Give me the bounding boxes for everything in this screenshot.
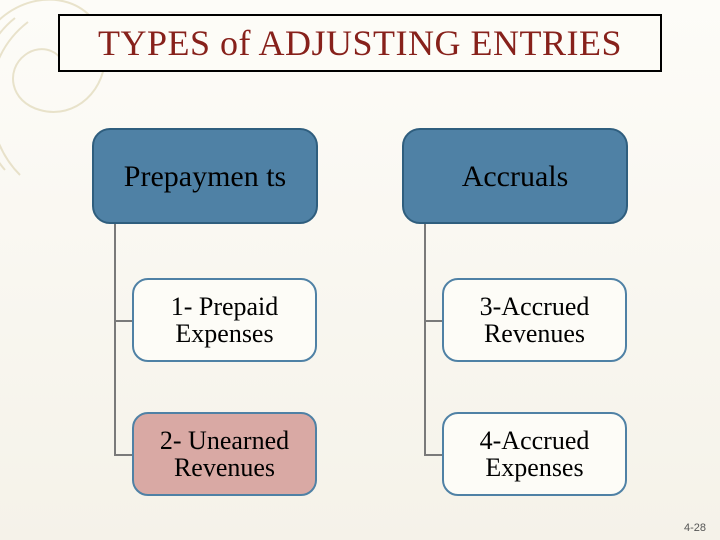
child-accrued-expenses: 4-Accrued Expenses — [442, 412, 627, 496]
child-prepaid-expenses: 1- Prepaid Expenses — [132, 278, 317, 362]
connector — [114, 454, 132, 456]
slide-number: 4-28 — [684, 522, 706, 534]
child-label: 4-Accrued Expenses — [444, 427, 625, 482]
page-title: TYPES of ADJUSTING ENTRIES — [98, 22, 622, 64]
connector — [114, 224, 116, 454]
title-box: TYPES of ADJUSTING ENTRIES — [58, 14, 662, 72]
parent-label: Accruals — [462, 160, 569, 193]
child-accrued-revenues: 3-Accrued Revenues — [442, 278, 627, 362]
parent-prepayments: Prepaymen ts — [92, 128, 318, 224]
child-label: 3-Accrued Revenues — [444, 293, 625, 348]
parent-accruals: Accruals — [402, 128, 628, 224]
child-label: 1- Prepaid Expenses — [134, 293, 315, 348]
slide: TYPES of ADJUSTING ENTRIES Prepaymen ts … — [0, 0, 720, 540]
diagram: Prepaymen ts 1- Prepaid Expenses 2- Unea… — [0, 128, 720, 540]
connector — [424, 320, 442, 322]
connector — [424, 454, 442, 456]
child-label: 2- Unearned Revenues — [134, 427, 315, 482]
connector — [114, 320, 132, 322]
parent-label: Prepaymen ts — [124, 160, 286, 193]
child-unearned-revenues: 2- Unearned Revenues — [132, 412, 317, 496]
connector — [424, 224, 426, 454]
